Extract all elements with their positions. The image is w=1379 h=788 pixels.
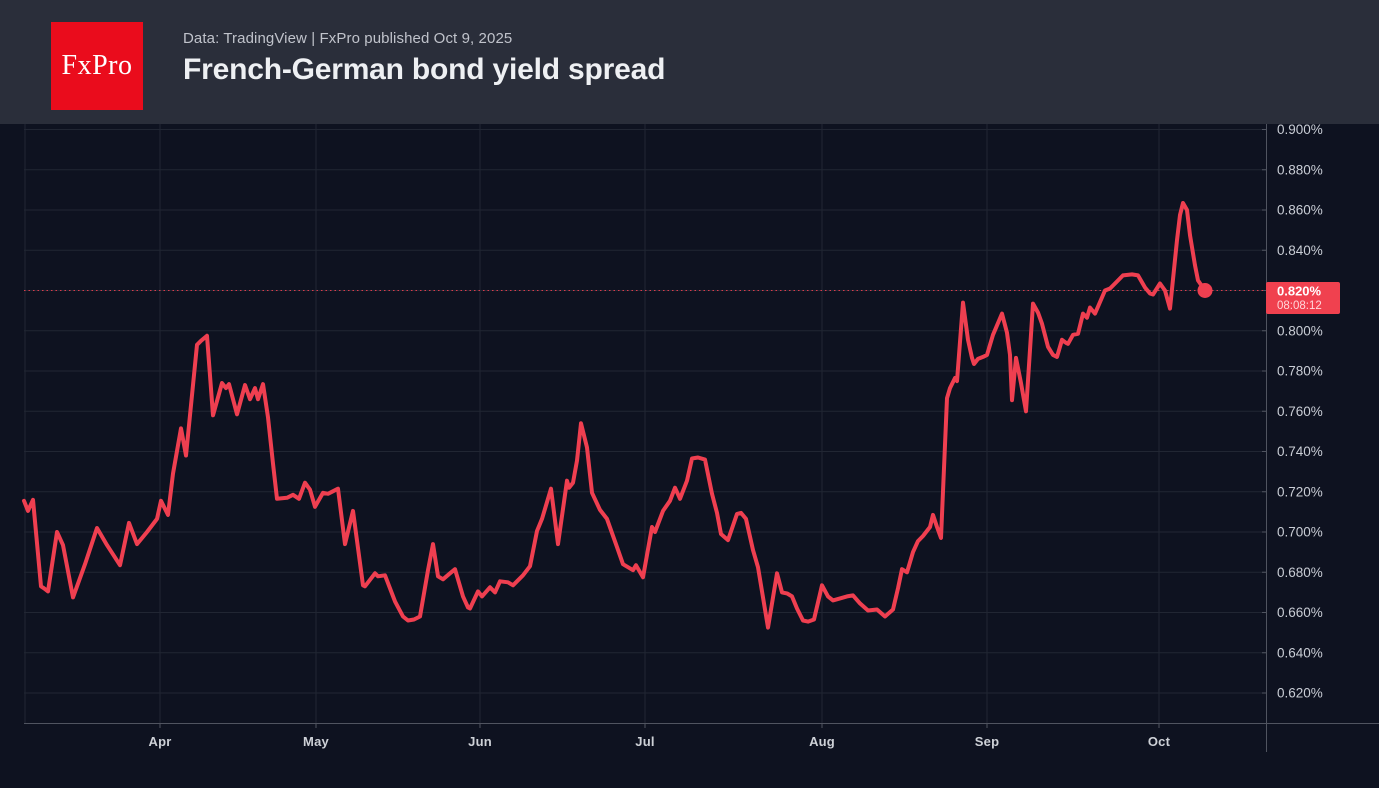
x-axis-label: Jun — [468, 734, 492, 749]
y-axis-label: 0.680% — [1277, 565, 1323, 580]
x-axis-label: Jul — [635, 734, 654, 749]
y-axis-label: 0.640% — [1277, 645, 1323, 660]
header-bar: FxPro Data: TradingView | FxPro publishe… — [0, 0, 1379, 124]
y-axis-label: 0.700% — [1277, 525, 1323, 540]
x-axis-label: Sep — [975, 734, 999, 749]
y-axis-label: 0.880% — [1277, 162, 1323, 177]
fxpro-logo: FxPro — [51, 22, 143, 110]
y-axis-label: 0.860% — [1277, 203, 1323, 218]
y-axis-label: 0.720% — [1277, 484, 1323, 499]
data-source-caption: Data: TradingView | FxPro published Oct … — [183, 30, 513, 47]
price-badge-time: 08:08:12 — [1277, 300, 1322, 312]
price-badge-value: 0.820% — [1277, 284, 1322, 299]
y-axis-label: 0.660% — [1277, 605, 1323, 620]
y-axis-label: 0.740% — [1277, 444, 1323, 459]
x-axis-label: Apr — [149, 734, 172, 749]
header-titles: Data: TradingView | FxPro published Oct … — [183, 31, 665, 86]
price-badge — [1266, 282, 1340, 314]
x-axis-label: Aug — [809, 734, 835, 749]
fxpro-logo-text: FxPro — [61, 50, 133, 81]
page-title: French-German bond yield spread — [183, 53, 666, 86]
y-axis-label: 0.780% — [1277, 364, 1323, 379]
y-axis-label: 0.620% — [1277, 686, 1323, 701]
y-axis-label: 0.900% — [1277, 122, 1323, 137]
last-price-dot — [1197, 283, 1213, 298]
x-axis-label: Oct — [1148, 734, 1171, 749]
spread-line-series — [22, 201, 1207, 630]
x-axis-label: May — [303, 734, 329, 749]
y-axis-label: 0.840% — [1277, 243, 1323, 258]
y-axis-label: 0.760% — [1277, 404, 1323, 419]
y-axis-label: 0.800% — [1277, 323, 1323, 338]
